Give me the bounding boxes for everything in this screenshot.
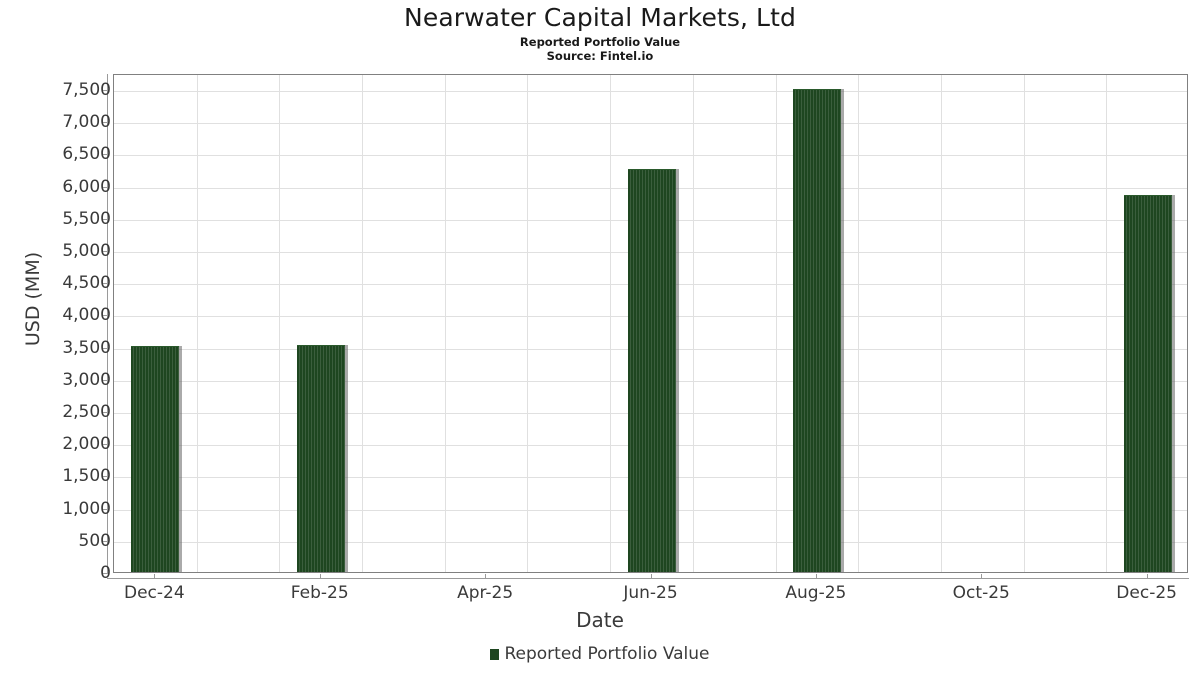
y-gridline bbox=[114, 123, 1187, 125]
y-tick-label: 1,000 bbox=[62, 498, 111, 519]
y-tick-label: 2,000 bbox=[62, 434, 111, 455]
square-swatch-icon bbox=[490, 649, 500, 660]
x-tick-label: Oct-25 bbox=[952, 583, 1010, 603]
x-gridline bbox=[445, 75, 446, 572]
y-tick-label: 7,000 bbox=[62, 112, 111, 133]
y-tick-label: 7,500 bbox=[62, 80, 111, 101]
y-tick-mark bbox=[103, 476, 108, 478]
x-tick-mark bbox=[485, 574, 486, 579]
x-tick-mark bbox=[816, 574, 817, 579]
x-gridline bbox=[362, 75, 363, 572]
y-tick-mark bbox=[103, 412, 108, 414]
bar-aug-25[interactable] bbox=[793, 88, 841, 572]
x-tick-label: Aug-25 bbox=[785, 583, 847, 603]
y-tick-mark bbox=[103, 444, 108, 446]
plot-area bbox=[113, 74, 1188, 573]
y-tick-mark bbox=[103, 90, 108, 92]
x-tick-mark bbox=[320, 574, 321, 579]
y-tick-label: 500 bbox=[78, 530, 111, 551]
x-gridline bbox=[610, 75, 611, 572]
y-tick-mark bbox=[103, 154, 108, 156]
bar-dec-25[interactable] bbox=[1124, 195, 1172, 572]
y-tick-mark bbox=[103, 186, 108, 188]
x-tick-label: Jun-25 bbox=[623, 583, 678, 603]
y-tick-label: 5,500 bbox=[62, 208, 111, 229]
bar-jun-25[interactable] bbox=[628, 169, 676, 572]
x-gridline bbox=[693, 75, 694, 572]
y-tick-mark bbox=[103, 315, 108, 317]
chart-header: Nearwater Capital Markets, Ltd Reported … bbox=[0, 0, 1200, 63]
chart-subtitle: Reported Portfolio Value bbox=[519, 35, 681, 49]
y-tick-mark bbox=[103, 379, 108, 381]
chart-source: Source: Fintel.io bbox=[546, 49, 654, 63]
x-gridline bbox=[1106, 75, 1107, 572]
y-tick-label: 4,000 bbox=[62, 305, 111, 326]
x-tick-label: Apr-25 bbox=[457, 583, 514, 603]
y-tick-label: 1,500 bbox=[62, 466, 111, 487]
x-axis-title: Date bbox=[576, 608, 624, 632]
chart-legend: Reported Portfolio Value bbox=[0, 646, 1200, 663]
x-tick-mark bbox=[1147, 574, 1148, 579]
y-tick-label: 6,000 bbox=[62, 176, 111, 197]
y-tick-mark bbox=[103, 122, 108, 124]
y-tick-mark bbox=[103, 251, 108, 253]
x-tick-label: Feb-25 bbox=[290, 583, 349, 603]
x-gridline bbox=[1024, 75, 1025, 572]
x-tick-label: Dec-25 bbox=[1116, 583, 1177, 603]
x-gridline bbox=[941, 75, 942, 572]
bar-feb-25[interactable] bbox=[297, 344, 345, 572]
y-tick-mark bbox=[103, 283, 108, 285]
y-tick-mark bbox=[103, 218, 108, 220]
x-tick-mark bbox=[154, 574, 155, 579]
y-gridline bbox=[114, 91, 1187, 93]
x-tick-label: Dec-24 bbox=[124, 583, 185, 603]
y-tick-mark bbox=[103, 347, 108, 349]
y-tick-mark bbox=[103, 573, 108, 574]
x-tick-mark bbox=[981, 574, 982, 579]
x-gridline bbox=[197, 75, 198, 572]
x-gridline bbox=[527, 75, 528, 572]
x-gridline bbox=[279, 75, 280, 572]
y-gridline bbox=[114, 155, 1187, 157]
y-tick-label: 5,000 bbox=[62, 241, 111, 262]
legend-item-label: Reported Portfolio Value bbox=[504, 644, 710, 664]
y-axis-title: USD (MM) bbox=[22, 251, 44, 347]
x-tick-mark bbox=[651, 574, 652, 579]
y-tick-mark bbox=[103, 508, 108, 510]
bar-dec-24[interactable] bbox=[131, 345, 179, 572]
y-tick-label: 2,500 bbox=[62, 402, 111, 423]
x-gridline bbox=[858, 75, 859, 572]
page-title: Nearwater Capital Markets, Ltd bbox=[404, 3, 796, 32]
x-axis-line bbox=[107, 578, 1189, 579]
x-gridline bbox=[776, 75, 777, 572]
y-tick-label: 6,500 bbox=[62, 144, 111, 165]
y-tick-label: 3,000 bbox=[62, 369, 111, 390]
y-tick-label: 3,500 bbox=[62, 337, 111, 358]
y-tick-mark bbox=[103, 540, 108, 542]
y-axis-line bbox=[107, 74, 108, 574]
y-tick-label: 4,500 bbox=[62, 273, 111, 294]
